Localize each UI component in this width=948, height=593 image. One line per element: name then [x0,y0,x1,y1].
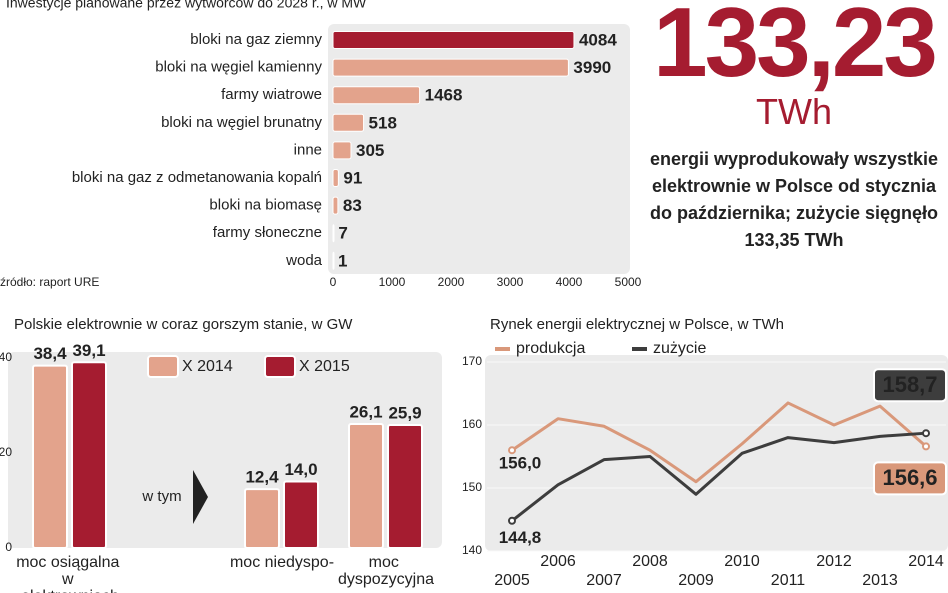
category-label: woda [285,252,323,269]
bar [332,196,339,215]
value-label: 144,8 [499,528,542,547]
category-label: moc dyspozycyjna [338,554,434,588]
value-label: 158,7 [882,372,937,397]
chart-title: Inwestycje planowane przez wytwórców do … [6,0,367,11]
x-tick-label: 1000 [379,275,406,289]
bar [332,86,421,105]
bar [332,251,335,270]
value-label: 25,9 [388,403,421,422]
bar [332,169,339,187]
category-label: farmy wiatrowe [221,86,322,103]
value-label: 518 [369,113,397,132]
value-label: 305 [356,141,384,160]
legend-swatch [264,355,296,378]
point [508,516,516,525]
y-tick-label: 140 [462,543,482,557]
value-label: 14,0 [284,460,317,479]
highlight-unit: TWh [756,91,832,132]
bar [71,361,107,549]
value-label: 12,4 [245,468,279,487]
category-label: moc niedyspo- [230,554,334,571]
value-label: 91 [343,168,362,187]
legend-label: zużycie [653,340,706,357]
legend-swatch [147,355,179,378]
x-tick-label: 2008 [632,553,668,570]
value-label: 39,1 [72,341,105,360]
category-label: bloki na gaz ziemny [190,31,322,48]
bar [244,488,280,550]
point [508,446,516,455]
arrow [193,470,208,524]
x-tick-label: 2012 [816,553,852,570]
value-label: 83 [343,196,362,215]
value-label: 26,1 [349,403,382,422]
value-label: 1 [338,251,347,270]
y-tick-label: 0 [5,540,12,554]
category-label: moc osiągalna w elektrowniach [16,554,124,593]
line [511,431,927,522]
x-tick-label: 2011 [771,572,806,589]
bar [32,364,68,549]
plot-panel [8,352,442,548]
bar [332,224,335,243]
label-box [873,368,947,403]
bar [348,423,384,549]
bar [283,480,319,549]
y-tick-label: 170 [462,354,482,368]
bar [332,113,365,132]
annotation: w tym [141,488,181,505]
point [922,429,930,438]
value-label: 38,4 [33,344,67,363]
plot-panel [485,355,948,551]
bar [332,141,352,160]
y-tick-label: 160 [462,417,482,431]
x-tick-label: 3000 [497,275,524,289]
label-box [873,461,947,496]
highlight-text: energii wyprodukowały wszystkie elektrow… [649,149,939,250]
legend-label: X 2015 [299,358,350,375]
x-tick-label: 2009 [678,572,714,589]
x-tick-label: 2005 [494,572,530,589]
x-tick-label: 2013 [862,572,898,589]
value-label: 156,0 [499,454,542,473]
line [511,401,927,484]
legend-label: X 2014 [182,358,233,375]
x-tick-label: 2014 [908,553,944,570]
bar [332,31,575,49]
category-label: bloki na gaz z odmetanowania kopalń [72,169,322,186]
value-label: 156,6 [882,465,937,490]
x-tick-label: 5000 [615,275,642,289]
chart-title: Rynek energii elektrycznej w Polsce, w T… [490,316,784,333]
x-tick-label: 2000 [438,275,465,289]
bar [332,58,569,77]
value-label: 3990 [573,58,611,77]
x-tick-label: 2007 [586,572,622,589]
x-tick-label: 0 [330,275,337,289]
y-tick-label: 150 [462,480,482,494]
category-label: bloki na biomasę [209,197,322,214]
value-label: 1468 [425,86,463,105]
legend-label: produkcja [516,340,585,357]
point [922,442,930,451]
y-tick-label: 40 [0,350,12,364]
highlight-value: 133,23 [653,0,938,97]
source: źródło: raport URE [0,275,99,289]
y-tick-label: 20 [0,445,12,459]
value-label: 7 [338,224,347,243]
value-label: 4084 [579,30,617,49]
category-label: bloki na węgiel brunatny [161,114,322,131]
category-label: inne [294,141,322,158]
chart-title: Polskie elektrownie w coraz gorszym stan… [14,316,353,333]
x-tick-label: 2010 [724,553,760,570]
x-tick-label: 4000 [556,275,583,289]
category-label: farmy słoneczne [213,224,322,241]
category-label: bloki na węgiel kamienny [155,59,322,76]
highlight: 133,23 TWh energii wyprodukowały wszystk… [640,0,948,254]
x-tick-label: 2006 [540,553,576,570]
bar [387,423,423,550]
